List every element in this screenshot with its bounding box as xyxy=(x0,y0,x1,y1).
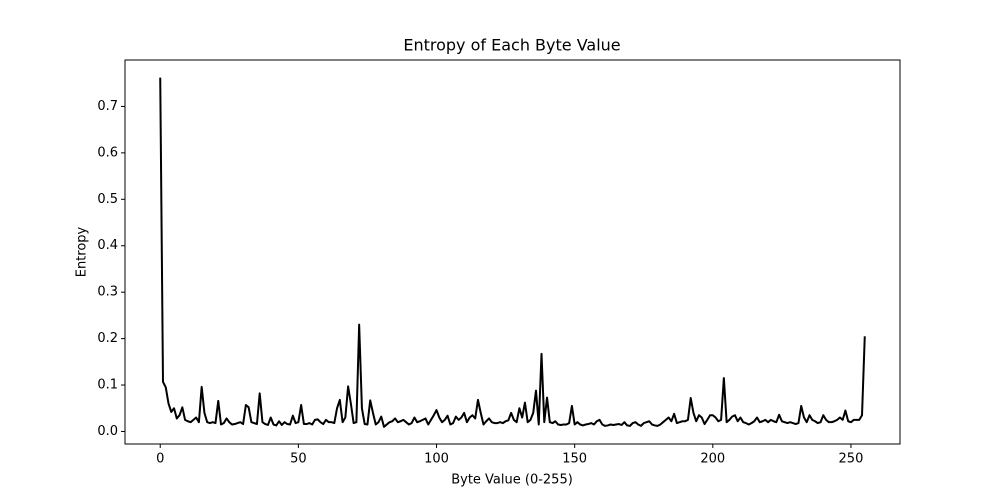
x-tick-label: 50 xyxy=(290,452,307,467)
x-tick-label: 100 xyxy=(424,452,449,467)
chart-title: Entropy of Each Byte Value xyxy=(403,36,620,55)
y-tick-label: 0.6 xyxy=(97,145,118,160)
y-tick-label: 0.3 xyxy=(97,285,118,300)
x-tick-label: 200 xyxy=(700,452,725,467)
x-tick-label: 0 xyxy=(156,452,164,467)
y-tick-label: 0.7 xyxy=(97,99,118,114)
data-line xyxy=(159,77,866,428)
x-tick-label: 150 xyxy=(562,452,587,467)
plot-frame xyxy=(124,59,901,445)
x-tick-label: 250 xyxy=(839,452,864,467)
y-tick-label: 0.2 xyxy=(97,331,118,346)
x-axis-label: Byte Value (0-255) xyxy=(451,473,573,488)
y-tick-label: 0.5 xyxy=(97,192,118,207)
y-tick-label: 0.1 xyxy=(97,378,118,393)
y-tick-label: 0.0 xyxy=(97,424,118,439)
y-axis-label: Entropy xyxy=(75,226,90,277)
y-tick-label: 0.4 xyxy=(97,238,118,253)
